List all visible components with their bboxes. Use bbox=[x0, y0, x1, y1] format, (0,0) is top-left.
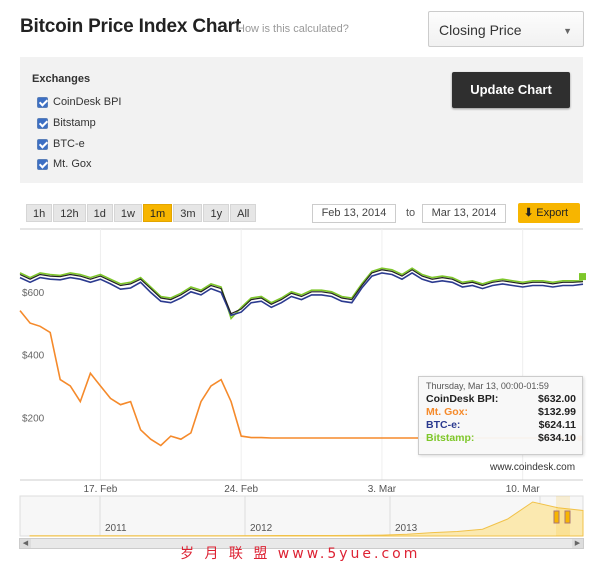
exchange-item-mtgox[interactable]: Mt. Gox bbox=[37, 157, 92, 171]
export-button[interactable]: ⬇ Export bbox=[518, 203, 580, 223]
navigator-area bbox=[29, 501, 584, 537]
price-type-select[interactable]: Closing Price ▼ bbox=[428, 11, 584, 47]
y-tick-label: $200 bbox=[22, 413, 45, 424]
tooltip-value: $624.11 bbox=[538, 419, 576, 431]
series-line-btc-e bbox=[19, 271, 584, 317]
navigator-frame bbox=[19, 495, 584, 537]
checkbox[interactable] bbox=[37, 117, 48, 129]
range-button-3m[interactable]: 3m bbox=[173, 204, 203, 222]
exchange-label: Mt. Gox bbox=[53, 158, 92, 170]
exchange-item-bitstamp[interactable]: Bitstamp bbox=[37, 116, 96, 130]
tooltip-value: $132.99 bbox=[538, 406, 576, 418]
y-tick-label: $400 bbox=[22, 351, 45, 362]
scroll-left-icon[interactable]: ◀ bbox=[20, 539, 31, 548]
range-button-1m[interactable]: 1m bbox=[142, 204, 173, 222]
tooltip-label: Bitstamp: bbox=[426, 432, 475, 444]
x-tick-label: 24. Feb bbox=[224, 484, 258, 495]
export-label: Export bbox=[536, 207, 569, 219]
tooltip-row: Bitstamp: $634.10 bbox=[426, 432, 576, 445]
page-title: Bitcoin Price Index Chart bbox=[20, 16, 241, 37]
chart-tooltip: Thursday, Mar 13, 00:00-01:59 CoinDesk B… bbox=[418, 376, 583, 455]
tooltip-row: BTC-e: $624.11 bbox=[426, 419, 576, 432]
exchange-item-btce[interactable]: BTC-e bbox=[37, 137, 85, 151]
tooltip-value: $632.00 bbox=[538, 393, 576, 405]
how-calculated-link[interactable]: How is this calculated? bbox=[237, 23, 349, 35]
to-label: to bbox=[406, 207, 416, 219]
range-button-1w[interactable]: 1w bbox=[113, 204, 142, 222]
series-line-coindesk-bpi bbox=[19, 269, 584, 315]
range-button-All[interactable]: All bbox=[230, 204, 257, 222]
date-from-input[interactable]: Feb 13, 2014 bbox=[312, 204, 396, 223]
exchange-item-coindesk[interactable]: CoinDesk BPI bbox=[37, 95, 121, 109]
tooltip-row: CoinDesk BPI: $632.00 bbox=[426, 393, 576, 406]
navigator-year-label: 2011 bbox=[105, 523, 127, 534]
navigator-handle-right bbox=[564, 510, 571, 524]
exchange-label: CoinDesk BPI bbox=[53, 96, 122, 108]
tooltip-heading: Thursday, Mar 13, 00:00-01:59 bbox=[426, 381, 549, 391]
tooltip-value: $634.10 bbox=[538, 432, 576, 444]
exchange-label: BTC-e bbox=[53, 138, 85, 150]
exchanges-title: Exchanges bbox=[32, 73, 91, 85]
navigator-year-label: 2012 bbox=[250, 523, 273, 534]
navigator-handle-left bbox=[553, 510, 560, 524]
x-tick-label: 10. Mar bbox=[506, 484, 541, 495]
exchanges-panel: Exchanges CoinDesk BPI Bitstamp BTC-e Mt… bbox=[20, 57, 583, 183]
navigator-scrollbar[interactable]: ◀ ▶ bbox=[19, 538, 584, 549]
update-chart-button[interactable]: Update Chart bbox=[452, 72, 570, 108]
navigator-year-label: 2013 bbox=[395, 523, 418, 534]
range-selector: 1h 12h 1d 1w 1m 3m 1y All bbox=[26, 204, 257, 222]
range-button-1d[interactable]: 1d bbox=[86, 204, 113, 222]
checkbox[interactable] bbox=[37, 138, 48, 150]
tooltip-row: Mt. Gox: $132.99 bbox=[426, 406, 576, 419]
navigator-selection bbox=[556, 496, 570, 536]
chevron-down-icon: ▼ bbox=[563, 26, 572, 36]
bitstamp-end-marker bbox=[579, 273, 586, 281]
series-line-bitstamp bbox=[19, 267, 584, 320]
scroll-right-icon[interactable]: ▶ bbox=[572, 539, 583, 548]
y-tick-label: $600 bbox=[22, 288, 45, 299]
select-value: Closing Price bbox=[439, 22, 522, 38]
download-arrow-icon: ⬇ bbox=[524, 207, 534, 219]
date-to-input[interactable]: Mar 13, 2014 bbox=[422, 204, 506, 223]
checkbox[interactable] bbox=[37, 96, 48, 108]
range-button-1h[interactable]: 1h bbox=[26, 204, 53, 222]
credit-text: www.coindesk.com bbox=[490, 462, 576, 473]
tooltip-label: BTC-e: bbox=[426, 419, 461, 431]
x-tick-label: 17. Feb bbox=[83, 484, 117, 495]
watermark-text: 岁 月 联 盟 www.5yue.com bbox=[180, 546, 421, 562]
x-tick-label: 3. Mar bbox=[368, 484, 397, 495]
checkbox[interactable] bbox=[37, 158, 48, 170]
tooltip-label: CoinDesk BPI: bbox=[426, 393, 499, 405]
exchange-label: Bitstamp bbox=[53, 117, 96, 129]
range-button-12h[interactable]: 12h bbox=[53, 204, 86, 222]
tooltip-label: Mt. Gox: bbox=[426, 406, 468, 418]
range-button-1y[interactable]: 1y bbox=[203, 204, 230, 222]
navigator-year-label: 2014 bbox=[545, 523, 568, 534]
